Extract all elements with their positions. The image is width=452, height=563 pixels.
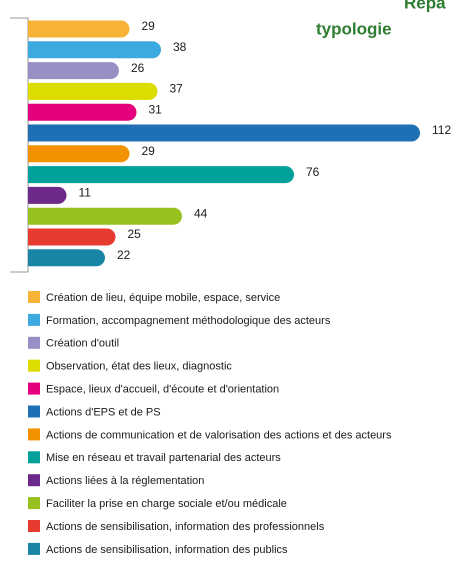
legend-swatch [28, 497, 40, 510]
bar [28, 249, 105, 267]
value-label: 22 [117, 248, 131, 262]
legend-label: Mise en réseau et travail partenarial de… [46, 452, 281, 464]
legend-label: Actions d'EPS et de PS [46, 406, 161, 418]
legend-label: Actions de sensibilisation, information … [46, 544, 288, 556]
bar [28, 124, 420, 142]
value-label: 26 [131, 61, 145, 75]
bar [28, 62, 119, 80]
bar [28, 41, 161, 59]
legend-label: Formation, accompagnement méthodologique… [46, 315, 331, 327]
bar [28, 166, 294, 184]
legend-swatch [28, 336, 40, 349]
legend-label: Actions de sensibilisation, information … [46, 521, 325, 533]
value-label: 112 [432, 123, 451, 137]
value-label: 44 [194, 206, 208, 220]
bar [28, 186, 67, 204]
legend-label: Observation, état des lieux, diagnostic [46, 361, 232, 373]
bar [28, 228, 116, 246]
legend-label: Faciliter la prise en charge sociale et/… [46, 498, 287, 510]
legend-swatch [28, 451, 40, 464]
value-label: 38 [173, 40, 187, 54]
legend-swatch [28, 520, 40, 532]
legend-swatch [28, 382, 40, 395]
value-label: 76 [306, 165, 320, 179]
chart-title: Répa [404, 0, 446, 12]
value-label: 11 [79, 186, 92, 200]
chart-title: typologie [316, 19, 392, 38]
legend-label: Actions de communication et de valorisat… [46, 429, 392, 441]
legend-swatch [28, 313, 40, 326]
legend-swatch [28, 428, 40, 441]
legend-label: Création d'outil [46, 338, 119, 350]
legend-label: Espace, lieux d'accueil, d'écoute et d'o… [46, 384, 279, 396]
bar [28, 20, 130, 38]
legend-swatch [28, 405, 40, 418]
value-label: 25 [128, 227, 142, 241]
legend-swatch [28, 291, 40, 303]
bar [28, 145, 130, 163]
legend-label: Actions liées à la réglementation [46, 475, 204, 487]
bar [28, 82, 158, 100]
value-label: 29 [142, 144, 156, 158]
bar [28, 103, 137, 121]
value-label: 31 [149, 102, 163, 116]
legend-swatch [28, 542, 40, 555]
legend-swatch [28, 474, 40, 487]
legend-swatch [28, 359, 40, 372]
bar [28, 207, 182, 225]
legend-label: Création de lieu, équipe mobile, espace,… [46, 292, 280, 304]
value-label: 29 [142, 19, 156, 33]
value-label: 37 [170, 82, 184, 96]
axis [10, 17, 29, 273]
